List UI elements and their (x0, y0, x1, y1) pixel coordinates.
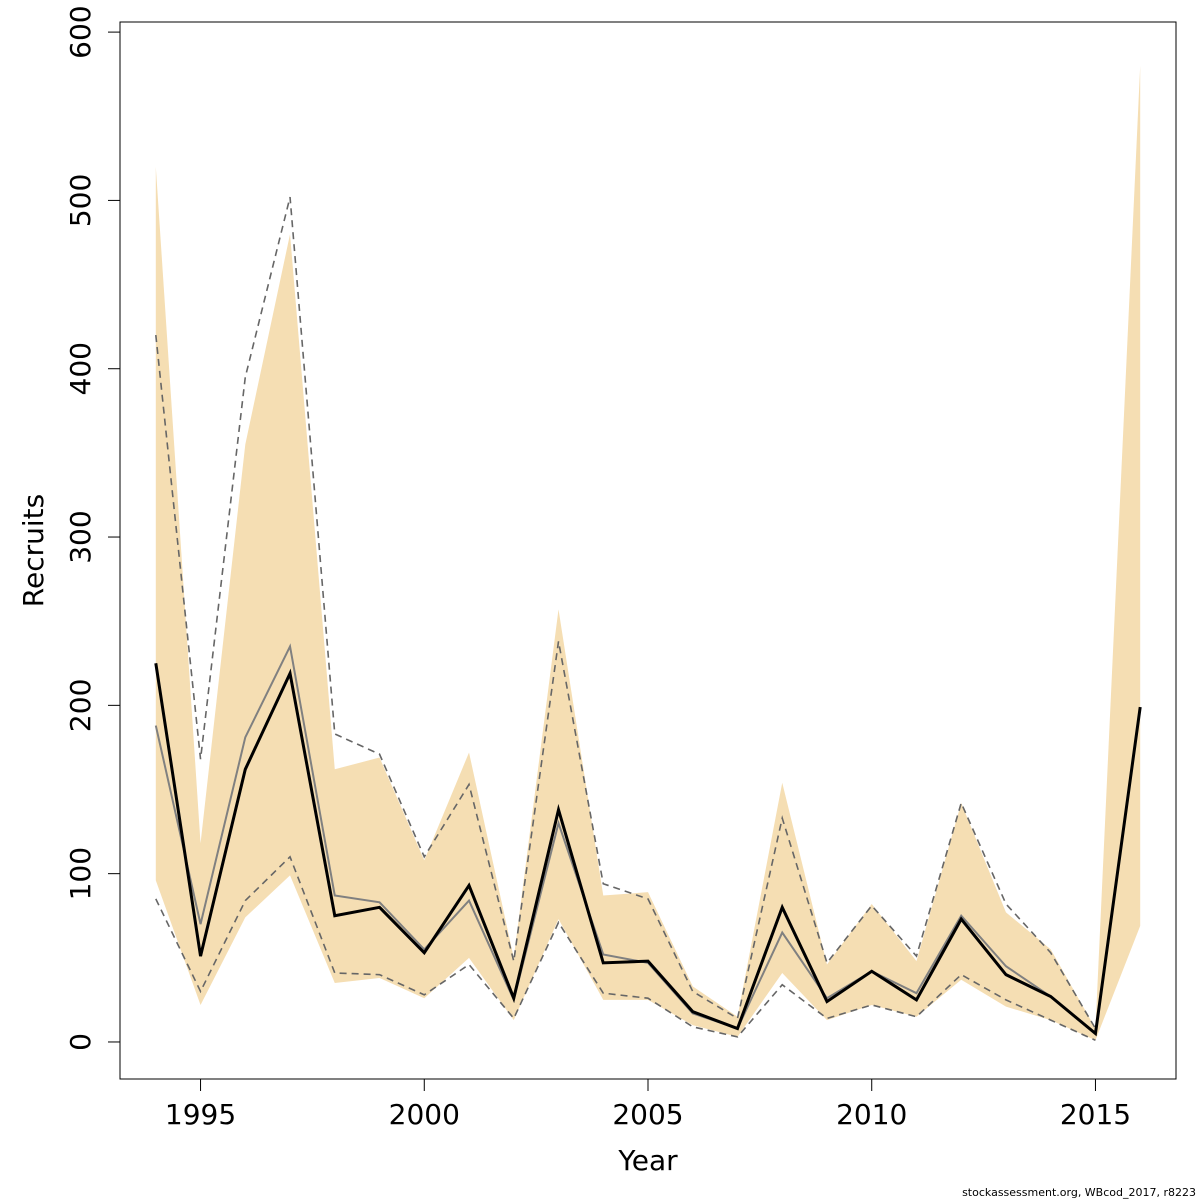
observed-median-line (154, 643, 1097, 1035)
y-tick-label: 300 (64, 510, 97, 563)
confidence-band-layer (155, 65, 1141, 1041)
y-tick-label: 100 (64, 847, 97, 900)
x-tick-label: 2005 (612, 1098, 683, 1131)
observed-upper-dashed-line (155, 196, 1097, 1029)
y-tick-label: 600 (64, 5, 97, 58)
x-tick-label: 2000 (389, 1098, 460, 1131)
x-tick-label: 1995 (165, 1098, 236, 1131)
x-tick-label: 2010 (836, 1098, 907, 1131)
y-tick-label: 500 (64, 174, 97, 227)
observed-lower-dashed-line (155, 855, 1096, 1042)
x-axis-title: Year (617, 1144, 678, 1177)
x-axis: 1995 2000 2005 2010 2015 (165, 1078, 1131, 1131)
series-line-layer (154, 643, 1142, 1037)
estimate-line (154, 663, 1142, 1037)
y-axis-title: Recruits (17, 494, 50, 607)
y-tick-label: 400 (64, 342, 97, 395)
y-tick-label: 0 (64, 1033, 97, 1051)
credit-text: stockassessment.org, WBcod_2017, r8223 (962, 1186, 1196, 1199)
y-axis: 0 100 200 300 400 500 600 (64, 5, 121, 1051)
x-tick-label: 2015 (1060, 1098, 1131, 1131)
observed-interval-layer (155, 196, 1097, 1042)
confidence-band (155, 65, 1141, 1041)
y-tick-label: 200 (64, 679, 97, 732)
